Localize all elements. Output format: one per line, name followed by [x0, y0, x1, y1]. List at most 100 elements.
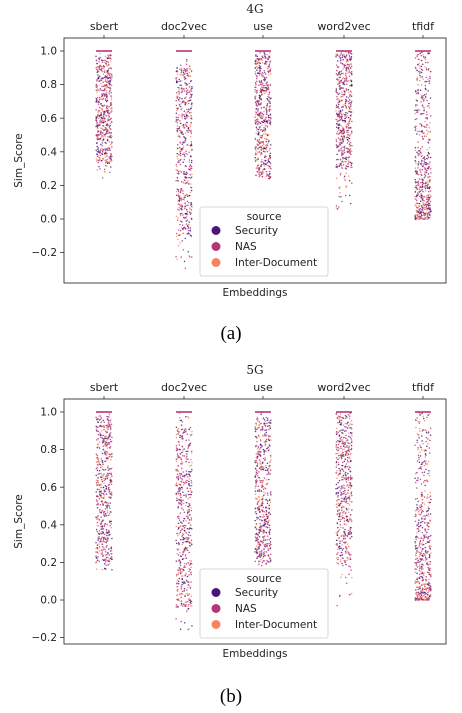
point-word2vec	[345, 54, 348, 56]
point-tfidf	[415, 125, 417, 128]
point-use	[265, 116, 267, 118]
point-sbert	[99, 463, 102, 466]
point-tfidf	[428, 217, 430, 219]
point-sbert	[106, 531, 109, 534]
point-use	[257, 144, 259, 146]
point-doc2vec	[177, 515, 180, 518]
point-sbert	[101, 437, 104, 439]
y-tick-label: 1.0	[40, 46, 57, 58]
point-use	[258, 103, 261, 105]
point-doc2vec	[190, 566, 192, 568]
point-use	[270, 491, 272, 493]
point-doc2vec	[176, 109, 178, 112]
point-word2vec	[347, 532, 350, 534]
point-word2vec	[340, 172, 342, 174]
point-tfidf	[425, 162, 427, 164]
point-sbert	[99, 539, 102, 541]
point-tfidf	[420, 521, 423, 523]
point-doc2vec	[183, 216, 185, 219]
point-word2vec	[349, 442, 351, 445]
point-doc2vec	[178, 483, 180, 486]
point-tfidf	[419, 539, 422, 542]
point-doc2vec	[179, 233, 181, 236]
point-doc2vec	[185, 96, 187, 98]
point-sbert	[96, 521, 99, 524]
point-use	[256, 557, 258, 560]
point-tfidf	[424, 190, 427, 192]
point-doc2vec	[190, 490, 192, 492]
point-use	[255, 104, 258, 107]
point-word2vec	[336, 73, 339, 76]
point-tfidf	[415, 181, 417, 184]
point-tfidf	[423, 106, 425, 109]
point-tfidf	[420, 513, 422, 515]
point-doc2vec	[179, 100, 181, 103]
point-tfidf	[420, 209, 422, 212]
point-word2vec	[351, 423, 353, 426]
point-sbert	[96, 551, 99, 553]
point-word2vec	[347, 432, 350, 434]
point-doc2vec	[182, 484, 185, 486]
point-doc2vec	[186, 68, 188, 70]
point-use	[261, 486, 263, 489]
point-tfidf	[425, 88, 427, 91]
point-word2vec	[342, 527, 344, 529]
point-use	[263, 494, 265, 497]
point-word2vec	[342, 93, 344, 95]
point-sbert	[96, 138, 99, 141]
point-tfidf	[426, 169, 428, 172]
point-doc2vec	[190, 509, 193, 512]
point-sbert	[109, 108, 112, 110]
point-tfidf	[418, 565, 420, 568]
point-sbert	[106, 556, 108, 559]
point-word2vec	[339, 518, 342, 521]
point-use	[254, 121, 257, 124]
point-word2vec	[342, 424, 345, 426]
point-word2vec	[335, 446, 337, 449]
point-sbert	[103, 85, 106, 88]
point-sbert	[105, 130, 108, 133]
point-doc2vec	[188, 598, 190, 600]
point-doc2vec	[182, 192, 184, 195]
point-tfidf	[421, 135, 423, 138]
point-sbert	[102, 77, 104, 79]
point-doc2vec	[187, 450, 189, 453]
point-doc2vec	[178, 204, 181, 206]
point-use	[269, 426, 272, 428]
point-doc2vec	[183, 481, 185, 484]
point-use	[267, 515, 269, 517]
point-word2vec	[338, 85, 341, 87]
point-doc2vec	[189, 207, 191, 209]
point-doc2vec	[179, 551, 181, 554]
point-word2vec	[335, 56, 337, 58]
point-tfidf	[426, 218, 429, 220]
point-doc2vec	[180, 486, 183, 489]
point-tfidf	[419, 444, 421, 446]
point-tfidf	[424, 530, 427, 532]
point-sbert	[109, 76, 112, 78]
point-use	[268, 106, 271, 108]
point-sbert	[102, 115, 105, 117]
point-word2vec	[345, 87, 348, 90]
point-tfidf	[421, 178, 423, 180]
point-use	[259, 136, 262, 139]
point-sbert	[100, 549, 103, 551]
point-use	[258, 58, 260, 61]
point-sbert	[103, 69, 106, 71]
point-doc2vec	[183, 475, 185, 477]
point-sbert	[108, 443, 111, 445]
point-tfidf	[416, 188, 418, 190]
point-word2vec	[344, 487, 346, 489]
point-sbert	[97, 460, 99, 463]
point-tfidf	[428, 525, 430, 528]
point-sbert	[106, 79, 109, 81]
point-word2vec	[344, 69, 347, 72]
point-word2vec	[342, 139, 345, 142]
point-word2vec	[349, 141, 352, 144]
point-use	[262, 536, 264, 538]
point-doc2vec	[182, 74, 184, 76]
point-doc2vec	[184, 566, 186, 568]
point-use	[260, 99, 263, 101]
point-word2vec	[348, 79, 350, 82]
point-use	[260, 86, 263, 89]
